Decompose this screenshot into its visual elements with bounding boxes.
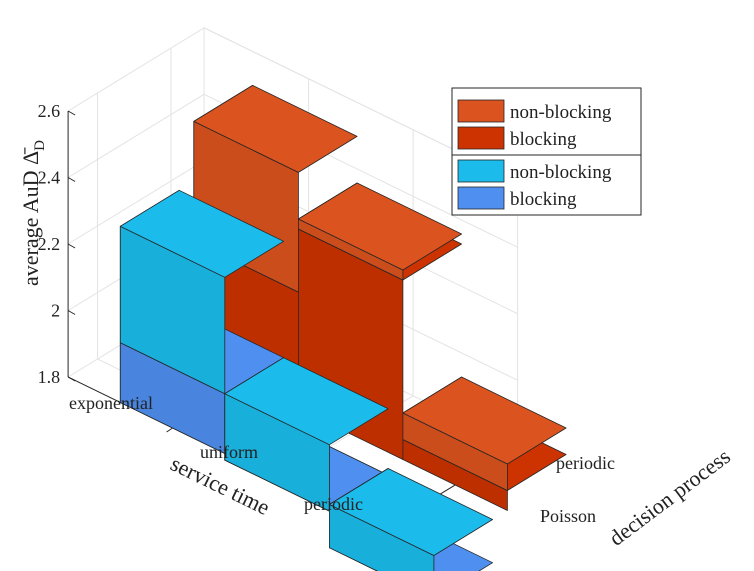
x-tick-label: exponential bbox=[69, 393, 153, 413]
z-tick-label: 2.6 bbox=[38, 101, 61, 121]
y-tick-label: periodic bbox=[556, 453, 615, 473]
bar-non-blocking-top-face bbox=[224, 357, 389, 446]
z-tick bbox=[67, 310, 76, 315]
z-tick-label: 2.2 bbox=[38, 234, 61, 254]
legend-label: non-blocking bbox=[510, 102, 612, 123]
legend-label: blocking bbox=[510, 129, 577, 150]
bar-non-blocking bbox=[224, 357, 389, 512]
bar-non-blocking bbox=[402, 376, 567, 491]
z-tick-label: 2.4 bbox=[38, 168, 61, 188]
legend-swatch bbox=[457, 126, 505, 150]
legend: non-blocking blocking non-blocking blocking bbox=[451, 87, 642, 216]
y-axis-label: decision process bbox=[604, 443, 735, 550]
legend-label: non-blocking bbox=[510, 162, 612, 183]
bar-non-blocking bbox=[297, 182, 463, 281]
bar-non-blocking-top-face bbox=[402, 376, 567, 465]
legend-label: blocking bbox=[510, 189, 577, 210]
x-tick bbox=[166, 427, 173, 433]
z-tick bbox=[67, 243, 76, 249]
z-tick-label: 1.8 bbox=[38, 367, 61, 387]
legend-swatch bbox=[457, 159, 505, 183]
z-axis-label-subscript: D bbox=[32, 140, 48, 151]
y-tick-label: Poisson bbox=[540, 506, 596, 526]
x-tick-label: uniform bbox=[200, 442, 258, 462]
z-tick-label: 2 bbox=[51, 301, 60, 321]
z-tick bbox=[67, 177, 76, 182]
z-tick bbox=[67, 110, 76, 116]
legend-swatch bbox=[457, 99, 505, 123]
bar-non-blocking bbox=[119, 189, 285, 395]
bar-non-blocking-top-face bbox=[328, 468, 494, 556]
bar-non-blocking-top-face bbox=[119, 189, 285, 278]
bar-non-blocking-top-face bbox=[193, 85, 358, 173]
bar-non-blocking bbox=[328, 468, 494, 571]
legend-swatch bbox=[457, 186, 505, 210]
x-tick-label: periodic bbox=[304, 494, 363, 514]
bar-non-blocking-top-face bbox=[297, 182, 463, 271]
z-axis-label: average AuD Δ̄D bbox=[18, 140, 48, 286]
z-axis-label-main: average AuD Δ̄ bbox=[18, 147, 43, 286]
z-tick bbox=[67, 376, 76, 382]
bars bbox=[119, 85, 567, 571]
